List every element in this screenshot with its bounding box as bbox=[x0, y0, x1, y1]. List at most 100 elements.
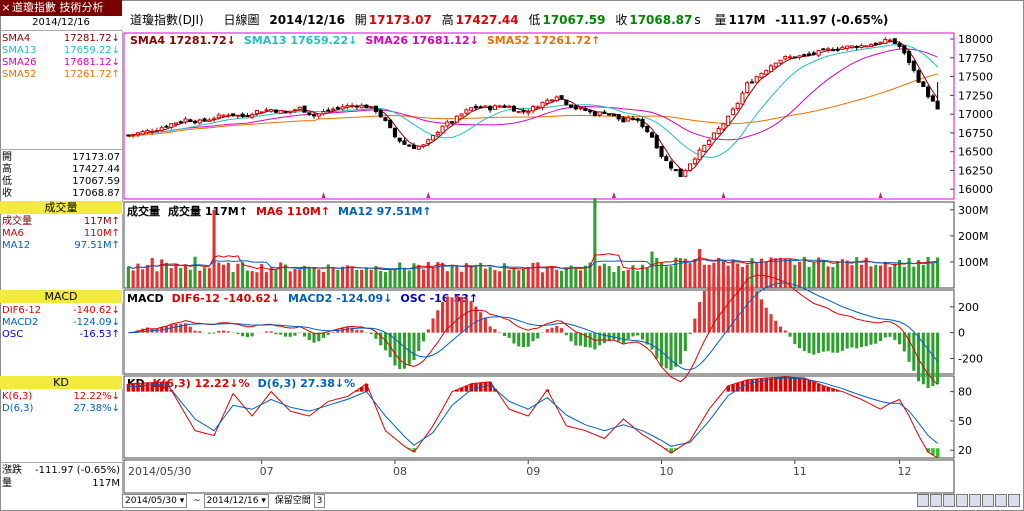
macd-osc-bar bbox=[640, 332, 645, 340]
macd-osc-bar bbox=[441, 301, 445, 333]
macd-osc-bar bbox=[455, 295, 459, 333]
from-date-select[interactable]: 2014/05/30 ▾ bbox=[122, 494, 188, 508]
macd-osc-bar bbox=[826, 332, 830, 352]
candle-body bbox=[388, 119, 393, 129]
candle-body bbox=[621, 117, 626, 123]
candle-body bbox=[188, 119, 193, 122]
volume-bar bbox=[336, 269, 340, 288]
left-volume-panel: 成交量 117M↑ MA6 110M↑ MA12 97.51M↑ bbox=[0, 214, 123, 289]
candle-body bbox=[764, 69, 769, 75]
candle-body bbox=[726, 115, 731, 126]
kd-overbought-area bbox=[459, 387, 464, 392]
candle-body bbox=[916, 70, 921, 83]
row-label: SMA13 bbox=[2, 45, 37, 56]
kd-overbought-area bbox=[821, 385, 826, 392]
macd-osc-bar bbox=[869, 332, 873, 345]
close-icon[interactable]: × bbox=[1, 1, 11, 14]
macd-osc-bar bbox=[512, 332, 516, 344]
volume-bar bbox=[312, 267, 316, 288]
macd-osc-bar bbox=[807, 332, 811, 354]
macd-osc-bar bbox=[369, 332, 373, 334]
volume-bar bbox=[750, 258, 754, 288]
print-icon[interactable] bbox=[1008, 494, 1020, 507]
open-value: 17173.07 bbox=[368, 13, 432, 27]
cursor-icon[interactable] bbox=[969, 494, 981, 507]
macd-osc-bar bbox=[531, 332, 535, 342]
volume-bar bbox=[545, 268, 549, 288]
macd-osc-bar bbox=[317, 332, 321, 342]
volume-bar bbox=[155, 271, 159, 288]
volume-bar bbox=[769, 257, 773, 288]
volume-bar bbox=[407, 270, 411, 288]
macd-osc-bar bbox=[707, 283, 711, 333]
kd-overbought-area bbox=[802, 377, 807, 392]
macd-osc-bar bbox=[793, 332, 797, 345]
row-value: 12.22%↓ bbox=[73, 391, 120, 402]
macd-osc-bar bbox=[907, 332, 911, 362]
volume-bar bbox=[264, 272, 268, 288]
to-date-select[interactable]: 2014/12/16 ▾ bbox=[203, 494, 269, 508]
kd-overbought-area bbox=[164, 381, 169, 392]
volume-bar bbox=[621, 270, 625, 288]
candle-body bbox=[235, 114, 240, 117]
settings-icon[interactable] bbox=[995, 494, 1007, 507]
macd-tick-label: 0 bbox=[958, 327, 965, 340]
macd-osc-bar bbox=[360, 330, 364, 333]
volume-bar bbox=[274, 269, 278, 288]
macd-osc-bar bbox=[555, 325, 559, 333]
close-label: 收 bbox=[615, 13, 628, 27]
candle-body bbox=[154, 130, 159, 133]
macd-osc-bar bbox=[659, 332, 664, 367]
row-label: 收 bbox=[2, 188, 12, 199]
volume-bar bbox=[764, 261, 768, 288]
panel-title-item: MA6 110M↑ bbox=[255, 205, 331, 218]
zoom-out-icon[interactable] bbox=[930, 494, 942, 507]
row-label: MA6 bbox=[2, 228, 24, 239]
volume-bar bbox=[745, 264, 749, 288]
change-info: -111.97 (-0.65%) bbox=[775, 13, 889, 27]
volume-bar bbox=[326, 264, 330, 288]
price-tick-label: 16250 bbox=[958, 164, 993, 177]
volume-bar bbox=[593, 198, 597, 288]
draw-icon[interactable] bbox=[982, 494, 994, 507]
row-value: 27.38%↓ bbox=[73, 403, 120, 414]
kd-overbought-area bbox=[474, 383, 478, 392]
candle-body bbox=[597, 111, 602, 116]
left-macd-panel: DIF6-12 -140.62↓ MACD2 -124.09↓ OSC -16.53↑ bbox=[0, 303, 123, 375]
kd-overbought-area bbox=[745, 379, 750, 392]
volume-bar bbox=[712, 262, 716, 288]
volume-bar bbox=[574, 266, 578, 288]
macd-section-header: MACD bbox=[0, 290, 122, 303]
space-input[interactable]: 3 bbox=[313, 494, 326, 508]
pan-left-icon[interactable] bbox=[943, 494, 955, 507]
volume-bar bbox=[355, 269, 359, 288]
kd-overbought-area bbox=[136, 383, 140, 392]
pan-right-icon[interactable] bbox=[956, 494, 968, 507]
candle-body bbox=[664, 156, 669, 162]
volume-bar bbox=[874, 264, 878, 288]
volume-bar bbox=[531, 262, 535, 288]
candle-body bbox=[254, 110, 259, 115]
dropdown-arrow-icon: ▾ bbox=[261, 496, 266, 506]
candle-body bbox=[526, 111, 531, 114]
candle-body bbox=[707, 139, 712, 146]
window-title-bar[interactable]: ×道瓊指數 技術分析 bbox=[0, 0, 122, 16]
row-label: SMA4 bbox=[2, 33, 31, 44]
macd-osc-bar bbox=[607, 332, 611, 342]
volume-bar bbox=[364, 268, 368, 288]
zoom-in-icon[interactable] bbox=[917, 494, 929, 507]
left-row--: 成交量 117M↑ bbox=[2, 216, 120, 228]
macd-osc-bar bbox=[345, 327, 349, 333]
volume-bar bbox=[921, 264, 925, 288]
high-label: 高 bbox=[441, 13, 454, 27]
row-label: 成交量 bbox=[2, 216, 32, 227]
macd-osc-bar bbox=[226, 331, 230, 333]
macd-dif-line bbox=[128, 274, 938, 386]
macd-osc-bar bbox=[812, 332, 816, 355]
volume-bar bbox=[707, 264, 711, 288]
candle-body bbox=[683, 169, 688, 177]
kd-overbought-area bbox=[126, 383, 131, 392]
volume-bar bbox=[793, 264, 797, 288]
event-marker bbox=[321, 192, 326, 198]
